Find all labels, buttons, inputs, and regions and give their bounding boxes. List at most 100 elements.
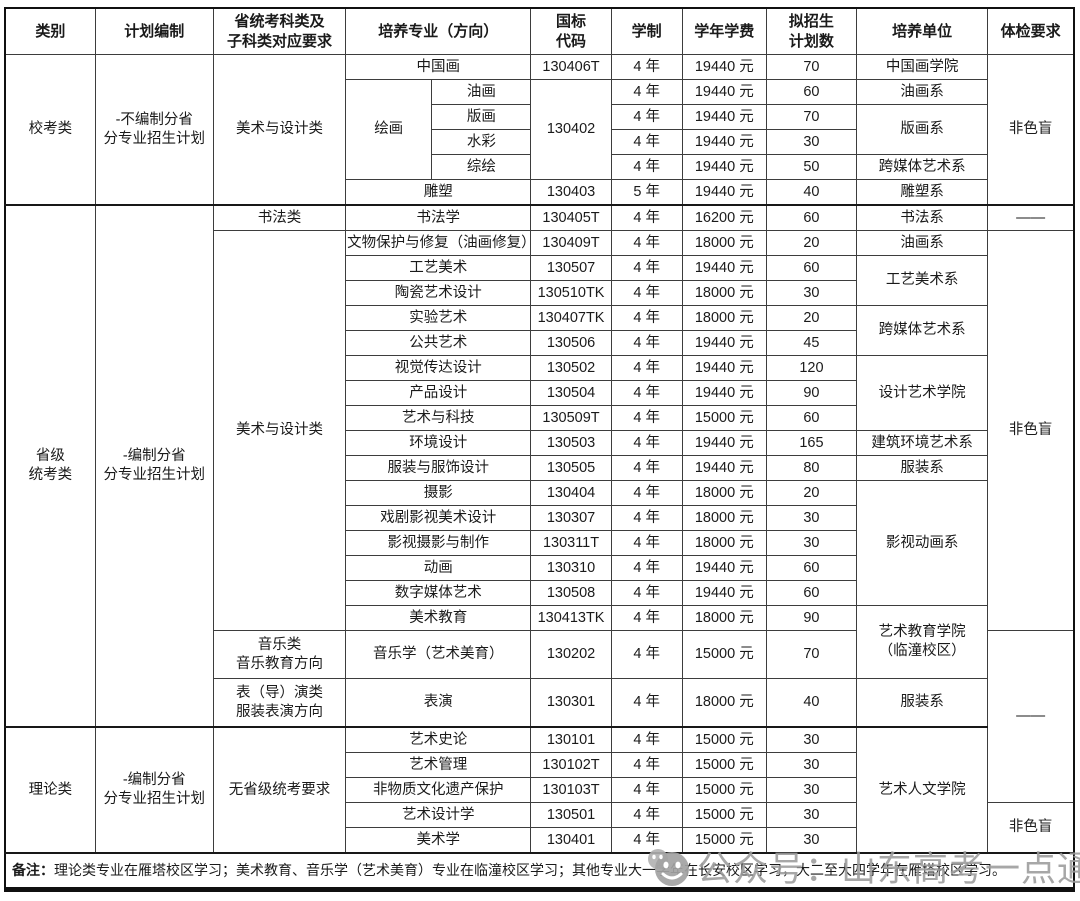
admissions-plan-table-wrap: 类别 计划编制 省统考科类及 子科类对应要求 培养专业（方向） 国标 代码 学制… <box>4 7 1075 892</box>
cell-code: 130502 <box>530 355 612 381</box>
cell-major: 影视摄影与制作 <box>345 530 532 556</box>
cell-subject: 音乐类 音乐教育方向 <box>212 630 347 679</box>
cell-quota: 60 <box>765 555 858 581</box>
cell-duration: 4 年 <box>610 605 683 631</box>
cell-quota: 40 <box>765 179 858 206</box>
cell-fee: 19440 元 <box>681 580 767 606</box>
cell-unit: 影视动画系 <box>856 480 989 606</box>
cell-fee: 18000 元 <box>681 305 767 331</box>
cell-major: 美术教育 <box>345 605 532 631</box>
cell-duration: 4 年 <box>610 255 683 281</box>
cell-fee: 18000 元 <box>681 230 767 256</box>
cell-code: 130510TK <box>530 280 612 306</box>
cell-fee: 15000 元 <box>681 405 767 431</box>
cell-fee: 19440 元 <box>681 555 767 581</box>
note-text: 理论类专业在雁塔校区学习；美术教育、音乐学（艺术美育）专业在临潼校区学习；其他专… <box>54 861 1006 878</box>
cell-fee: 15000 元 <box>681 752 767 778</box>
cell-health: 非色盲 <box>987 802 1075 854</box>
cell-unit: 工艺美术系 <box>856 255 989 306</box>
cell-code: 130401 <box>530 827 612 854</box>
cell-quota: 70 <box>765 54 858 80</box>
cell-unit: 艺术人文学院 <box>856 726 989 854</box>
cell-duration: 4 年 <box>610 380 683 406</box>
cell-code: 130413TK <box>530 605 612 631</box>
cell-quota: 60 <box>765 204 858 231</box>
cell-duration: 4 年 <box>610 305 683 331</box>
cell-code: 130503 <box>530 430 612 456</box>
cell-major-direction: 油画 <box>431 79 532 105</box>
cell-code: 130403 <box>530 179 612 206</box>
table-row: 表（导）演类 服装表演方向 表演 130301 4 年 18000 元 40 服… <box>5 678 1074 728</box>
cell-quota: 165 <box>765 430 858 456</box>
cell-duration: 4 年 <box>610 530 683 556</box>
table-row: 戏剧影视美术设计 130307 4 年 18000 元 30 <box>5 505 1074 531</box>
cell-duration: 4 年 <box>610 505 683 531</box>
table-row: 产品设计 130504 4 年 19440 元 90 <box>5 380 1074 406</box>
cell-fee: 19440 元 <box>681 380 767 406</box>
cell-duration: 4 年 <box>610 480 683 506</box>
table-row: 数字媒体艺术 130508 4 年 19440 元 60 <box>5 580 1074 606</box>
cell-quota: 30 <box>765 752 858 778</box>
cell-unit: 书法系 <box>856 204 989 231</box>
cell-fee: 19440 元 <box>681 355 767 381</box>
cell-fee: 18000 元 <box>681 480 767 506</box>
table-row: 摄影 130404 4 年 18000 元 20 影视动画系 <box>5 480 1074 606</box>
cell-unit: 设计艺术学院 <box>856 355 989 431</box>
cell-quota: 90 <box>765 605 858 631</box>
cell-major: 雕塑 <box>345 179 532 206</box>
cell-health: 非色盲 <box>987 54 1075 206</box>
cell-quota: 45 <box>765 330 858 356</box>
cell-duration: 4 年 <box>610 580 683 606</box>
table-row: 音乐类 音乐教育方向 音乐学（艺术美育） 130202 4 年 15000 元 … <box>5 630 1075 803</box>
cell-health: 非色盲 <box>987 230 1075 631</box>
cell-major: 动画 <box>345 555 532 581</box>
cell-major-direction: 版画 <box>431 104 532 130</box>
table-row: 非物质文化遗产保护 130103T 4 年 15000 元 30 <box>5 777 1074 803</box>
cell-plan: -编制分省 分专业招生计划 <box>94 726 214 854</box>
cell-subject: 书法类 <box>212 204 347 231</box>
cell-major: 音乐学（艺术美育） <box>345 630 532 679</box>
cell-duration: 4 年 <box>610 355 683 381</box>
cell-major: 陶瓷艺术设计 <box>345 280 532 306</box>
cell-subject: 美术与设计类 <box>212 54 347 206</box>
cell-plan: -不编制分省 分专业招生计划 <box>94 54 214 206</box>
cell-quota: 60 <box>765 255 858 281</box>
header-duration: 学制 <box>610 7 683 55</box>
cell-quota: 30 <box>765 802 858 828</box>
header-fee: 学年学费 <box>681 7 767 55</box>
cell-fee: 15000 元 <box>681 777 767 803</box>
cell-subject: 无省级统考要求 <box>212 726 347 854</box>
table-row: 视觉传达设计 130502 4 年 19440 元 120 设计艺术学院 <box>5 355 1074 431</box>
cell-fee: 19440 元 <box>681 179 767 206</box>
cell-quota: 30 <box>765 827 858 854</box>
cell-fee: 19440 元 <box>681 330 767 356</box>
admissions-plan-table: 类别 计划编制 省统考科类及 子科类对应要求 培养专业（方向） 国标 代码 学制… <box>4 7 1075 892</box>
table-row: 公共艺术 130506 4 年 19440 元 45 <box>5 330 1074 356</box>
table-row: 美术教育 130413TK 4 年 18000 元 90 艺术教育学院 （临潼校… <box>5 605 1074 679</box>
cell-quota: 50 <box>765 154 858 180</box>
cell-major: 非物质文化遗产保护 <box>345 777 532 803</box>
note-row: 备注：理论类专业在雁塔校区学习；美术教育、音乐学（艺术美育）专业在临潼校区学习；… <box>4 852 1075 890</box>
cell-major-group: 绘画 <box>345 79 433 180</box>
header-row: 类别 计划编制 省统考科类及 子科类对应要求 培养专业（方向） 国标 代码 学制… <box>4 7 1075 55</box>
cell-major: 工艺美术 <box>345 255 532 281</box>
cell-unit: 跨媒体艺术系 <box>856 305 989 356</box>
cell-code: 130409T <box>530 230 612 256</box>
cell-quota: 30 <box>765 505 858 531</box>
cell-unit: 服装系 <box>856 678 989 728</box>
cell-major: 视觉传达设计 <box>345 355 532 381</box>
cell-unit: 雕塑系 <box>856 179 989 206</box>
cell-duration: 4 年 <box>610 204 683 231</box>
cell-fee: 18000 元 <box>681 605 767 631</box>
cell-unit: 艺术教育学院 （临潼校区） <box>856 605 989 679</box>
cell-major: 产品设计 <box>345 380 532 406</box>
cell-duration: 4 年 <box>610 330 683 356</box>
cell-quota: 70 <box>765 104 858 130</box>
cell-major: 艺术与科技 <box>345 405 532 431</box>
cell-unit: 油画系 <box>856 230 989 256</box>
cell-fee: 19440 元 <box>681 154 767 180</box>
cell-code: 130501 <box>530 802 612 828</box>
cell-fee: 15000 元 <box>681 726 767 753</box>
cell-major: 数字媒体艺术 <box>345 580 532 606</box>
cell-unit: 版画系 <box>856 104 989 155</box>
